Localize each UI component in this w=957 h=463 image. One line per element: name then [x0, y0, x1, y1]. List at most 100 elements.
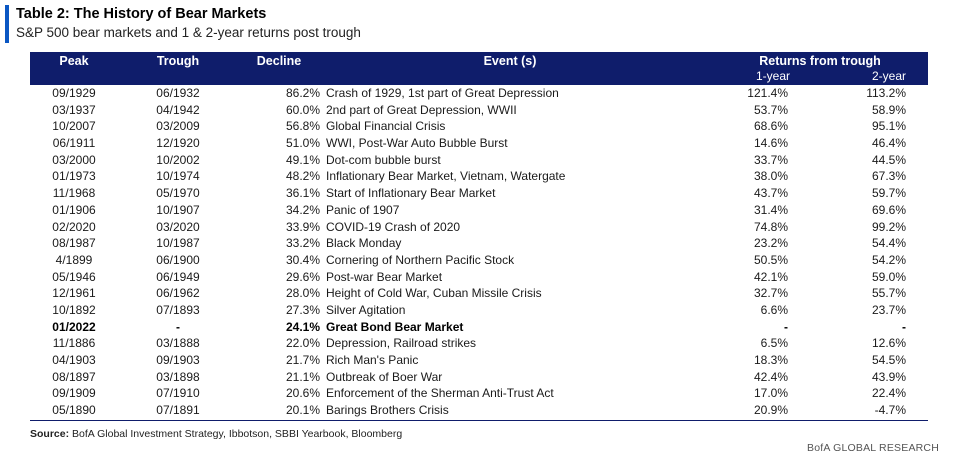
- table-row: 06/1911 12/1920 51.0% WWI, Post-War Auto Bu…: [30, 135, 928, 152]
- table-row: 11/1886 03/1888 22.0% Depression, Railroad …: [30, 335, 928, 352]
- cell-decline: 33.2%: [285, 236, 320, 251]
- header-event: Event (s): [483, 54, 537, 68]
- cell-event: Post-war Bear Market: [326, 269, 443, 284]
- cell-return-2-year: 99.2%: [871, 219, 906, 234]
- cell-event: Cornering of Northern Pacific Stock: [326, 252, 515, 267]
- header-peak: Peak: [59, 54, 89, 68]
- cell-event: Barings Brothers Crisis: [326, 403, 449, 418]
- cell-event: Silver Agitation: [326, 302, 406, 317]
- cell-decline: 36.1%: [285, 186, 320, 201]
- cell-trough: 06/1932: [156, 86, 200, 100]
- cell-peak: 08/1987: [52, 236, 96, 251]
- cell-event: Crash of 1929, 1st part of Great Depress…: [326, 86, 559, 100]
- cell-trough: 10/1907: [156, 202, 200, 217]
- table-row: 11/1968 05/1970 36.1% Start of Inflationary…: [30, 185, 928, 202]
- cell-return-2-year: 46.4%: [871, 136, 906, 151]
- cell-peak: 4/1899: [55, 252, 93, 267]
- cell-return-2-year: 67.3%: [871, 169, 906, 184]
- table-body: 09/1929 06/1932 86.2% Crash of 1929, 1st pa…: [30, 85, 928, 419]
- cell-event: Height of Cold War, Cuban Missile Crisis: [326, 286, 542, 301]
- table-row: 4/1899 06/1900 30.4% Cornering of Northern …: [30, 252, 928, 269]
- cell-trough: 06/1949: [156, 269, 200, 284]
- source-text: BofA Global Investment Strategy, Ibbotso…: [69, 428, 403, 440]
- header-2-year: 2-year: [871, 69, 906, 83]
- cell-decline: 56.8%: [285, 119, 320, 134]
- cell-return-1-year: 17.0%: [753, 386, 788, 401]
- cell-event: Enforcement of the Sherman Anti-Trust Ac…: [326, 386, 554, 401]
- cell-return-1-year: 50.5%: [753, 252, 788, 267]
- cell-return-1-year: 23.2%: [753, 236, 788, 251]
- cell-event: Inflationary Bear Market, Vietnam, Water…: [326, 169, 566, 184]
- cell-decline: 60.0%: [285, 102, 320, 117]
- bear-markets-table: Peak Trough Decline Event (s) Returns fr…: [30, 52, 928, 421]
- cell-event: Panic of 1907: [326, 202, 400, 217]
- title-accent-bar: [5, 5, 9, 43]
- cell-peak: 06/1911: [52, 136, 96, 151]
- table-row: 01/1973 10/1974 48.2% Inflationary Bear Mar…: [30, 168, 928, 185]
- cell-peak: 10/2007: [52, 119, 96, 134]
- cell-return-2-year: -4.7%: [874, 403, 906, 418]
- table-row: 09/1909 07/1910 20.6% Enforcement of the Sh…: [30, 385, 928, 402]
- cell-decline: 49.1%: [285, 152, 320, 167]
- cell-peak: 01/2022: [52, 319, 96, 334]
- cell-trough: 07/1893: [156, 302, 200, 317]
- cell-decline: 20.6%: [285, 386, 320, 401]
- cell-return-1-year: 74.8%: [753, 219, 788, 234]
- cell-event: Black Monday: [326, 236, 402, 251]
- cell-peak: 01/1906: [52, 202, 96, 217]
- cell-return-1-year: 18.3%: [753, 353, 788, 367]
- cell-trough: 12/1920: [156, 136, 200, 151]
- cell-peak: 04/1903: [52, 353, 96, 367]
- table-row: 01/1906 10/1907 34.2% Panic of 1907 31.4% 69.…: [30, 202, 928, 219]
- table-row: 03/2000 10/2002 49.1% Dot-com bubble burst 3…: [30, 152, 928, 169]
- cell-decline: 21.7%: [285, 353, 320, 367]
- cell-trough: 10/1974: [156, 169, 200, 184]
- cell-return-2-year: 54.4%: [871, 236, 906, 251]
- cell-event: Great Bond Bear Market: [326, 319, 464, 334]
- cell-peak: 09/1909: [52, 386, 96, 401]
- cell-return-2-year: 12.6%: [871, 336, 906, 351]
- cell-decline: 86.2%: [285, 86, 320, 100]
- cell-trough: 03/1898: [156, 369, 200, 384]
- cell-decline: 21.1%: [285, 369, 320, 384]
- cell-peak: 05/1890: [52, 403, 96, 418]
- cell-trough: 03/1888: [156, 336, 200, 351]
- cell-return-1-year: 68.6%: [753, 119, 788, 134]
- table-title: Table 2: The History of Bear Markets: [16, 6, 267, 22]
- brand-footer: BofA GLOBAL RESEARCH: [807, 442, 939, 454]
- cell-trough: 07/1910: [156, 386, 200, 401]
- cell-peak: 11/1968: [52, 186, 96, 201]
- header-decline: Decline: [256, 54, 302, 68]
- cell-event: WWI, Post-War Auto Bubble Burst: [326, 136, 508, 151]
- cell-decline: 51.0%: [285, 136, 320, 151]
- header-trough: Trough: [156, 54, 200, 68]
- cell-event: Dot-com bubble burst: [326, 152, 441, 167]
- table-row: 09/1929 06/1932 86.2% Crash of 1929, 1st pa…: [30, 85, 928, 102]
- cell-trough: 03/2009: [156, 119, 200, 134]
- header-1-year: 1-year: [755, 69, 790, 83]
- cell-return-2-year: 59.7%: [871, 186, 906, 201]
- source-note: Source: BofA Global Investment Strategy,…: [30, 428, 402, 440]
- table-row: 08/1987 10/1987 33.2% Black Monday 23.2% 54.4…: [30, 235, 928, 252]
- cell-return-1-year: 33.7%: [753, 152, 788, 167]
- cell-trough: 09/1903: [156, 353, 200, 367]
- cell-event: 2nd part of Great Depression, WWII: [326, 102, 517, 117]
- cell-peak: 10/1892: [52, 302, 96, 317]
- cell-return-1-year: 53.7%: [753, 102, 788, 117]
- cell-return-1-year: 6.5%: [760, 336, 788, 351]
- table-row: 02/2020 03/2020 33.9% COVID-19 Crash of 202…: [30, 219, 928, 236]
- cell-return-2-year: 95.1%: [871, 119, 906, 134]
- cell-return-1-year: 6.6%: [760, 302, 788, 317]
- cell-return-2-year: 22.4%: [871, 386, 906, 401]
- cell-trough: 04/1942: [156, 102, 200, 117]
- cell-peak: 01/1973: [52, 169, 96, 184]
- cell-decline: 20.1%: [285, 403, 320, 418]
- table-row: 03/1937 04/1942 60.0% 2nd part of Great Dep…: [30, 102, 928, 119]
- cell-return-2-year: 54.5%: [871, 353, 906, 367]
- cell-decline: 30.4%: [285, 252, 320, 267]
- cell-peak: 03/2000: [52, 152, 96, 167]
- cell-peak: 02/2020: [52, 219, 96, 234]
- cell-peak: 11/1886: [52, 336, 96, 351]
- cell-event: COVID-19 Crash of 2020: [326, 219, 461, 234]
- cell-trough: 07/1891: [156, 403, 200, 418]
